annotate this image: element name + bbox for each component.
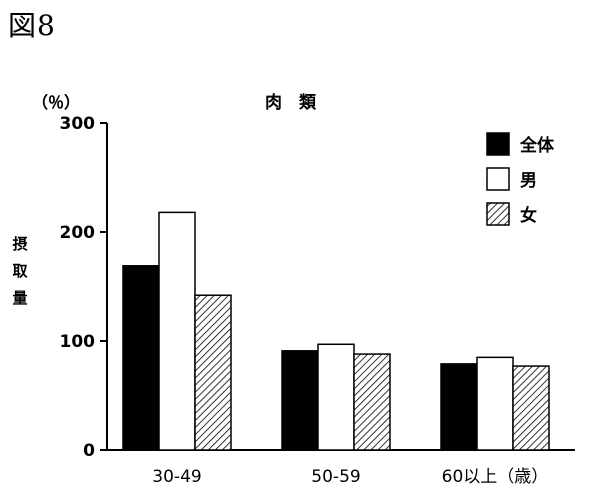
x-category-label: 30-49 bbox=[152, 467, 201, 487]
legend-label: 男 bbox=[520, 171, 537, 191]
legend-label: 全体 bbox=[519, 135, 555, 156]
y-tick-label: 100 bbox=[60, 332, 96, 352]
legend-swatch-solid bbox=[486, 132, 510, 156]
y-tick-label: 0 bbox=[83, 441, 95, 461]
bar-hatch-1 bbox=[353, 353, 391, 451]
chart-title: 肉 類 bbox=[265, 92, 317, 113]
y-axis-label-char: 量 bbox=[12, 289, 27, 307]
bar-hatch-2 bbox=[512, 365, 550, 451]
bar-solid-2 bbox=[440, 363, 478, 451]
y-axis-label-char: 摂 bbox=[12, 235, 27, 253]
figure-label: 図8 bbox=[8, 9, 56, 42]
y-unit-label: （％） bbox=[32, 93, 80, 112]
legend-swatch-hatch bbox=[486, 202, 510, 226]
bar-hatch-0 bbox=[194, 294, 232, 451]
y-axis-label: 摂取量 bbox=[12, 235, 28, 307]
x-category-label: 60以上（歳） bbox=[442, 467, 549, 487]
x-categories: 30-49 50-59 60以上（歳） bbox=[152, 467, 548, 487]
y-ticks: 0 100 200 300 bbox=[60, 114, 107, 461]
bar-solid-1 bbox=[281, 350, 319, 451]
bars bbox=[122, 211, 550, 451]
y-axis-label-char: 取 bbox=[12, 262, 28, 280]
legend-swatch-white bbox=[486, 167, 510, 191]
bar-solid-0 bbox=[122, 265, 160, 451]
y-tick-label: 200 bbox=[60, 223, 96, 243]
x-category-label: 50-59 bbox=[311, 467, 360, 487]
legend-label: 女 bbox=[520, 205, 537, 226]
bar-white-1 bbox=[317, 343, 355, 451]
bar-white-2 bbox=[476, 356, 514, 451]
y-tick-label: 300 bbox=[60, 114, 96, 134]
bar-white-0 bbox=[158, 211, 196, 451]
